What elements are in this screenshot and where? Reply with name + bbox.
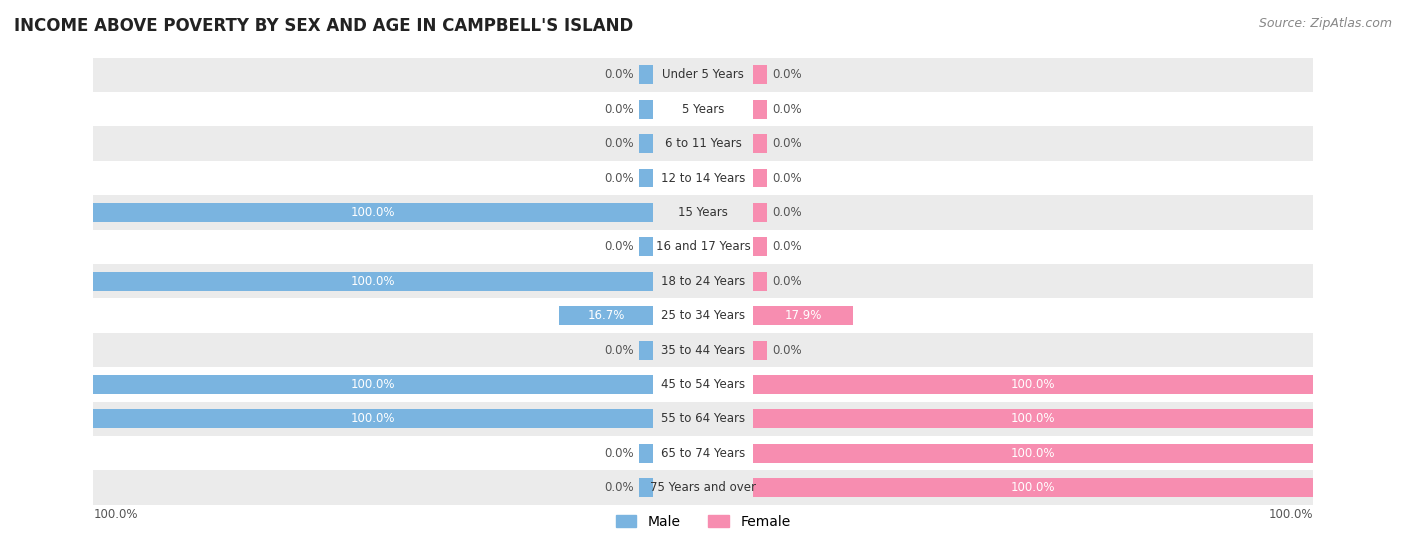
Legend: Male, Female: Male, Female [616,515,790,529]
Bar [93,367,1313,402]
Bar [560,306,652,325]
Bar [638,238,652,256]
Text: 75 Years and over: 75 Years and over [650,481,756,494]
Bar [93,471,1313,505]
Text: 0.0%: 0.0% [772,240,801,253]
Text: 0.0%: 0.0% [605,481,634,494]
Text: 16.7%: 16.7% [588,309,624,322]
Text: Under 5 Years: Under 5 Years [662,68,744,81]
Bar [93,402,1313,436]
Bar [638,169,652,187]
Bar [754,340,768,359]
Text: INCOME ABOVE POVERTY BY SEX AND AGE IN CAMPBELL'S ISLAND: INCOME ABOVE POVERTY BY SEX AND AGE IN C… [14,17,633,35]
Text: 0.0%: 0.0% [772,68,801,81]
Bar [93,264,1313,299]
Bar [754,203,768,222]
Text: 100.0%: 100.0% [1011,447,1056,460]
Bar [754,272,768,291]
Bar [638,65,652,84]
Text: 0.0%: 0.0% [772,274,801,288]
Text: 0.0%: 0.0% [605,447,634,460]
Bar [93,375,652,394]
Text: 0.0%: 0.0% [605,137,634,150]
Bar [754,306,853,325]
Text: 65 to 74 Years: 65 to 74 Years [661,447,745,460]
Bar [93,230,1313,264]
Text: 0.0%: 0.0% [605,103,634,116]
Text: 0.0%: 0.0% [772,137,801,150]
Bar [754,375,1313,394]
Bar [93,272,652,291]
Bar [93,409,652,428]
Text: Source: ZipAtlas.com: Source: ZipAtlas.com [1258,17,1392,30]
Bar [93,126,1313,161]
Bar [638,340,652,359]
Text: 0.0%: 0.0% [772,172,801,184]
Text: 15 Years: 15 Years [678,206,728,219]
Text: 100.0%: 100.0% [93,508,138,520]
Bar [638,479,652,497]
Bar [754,479,1313,497]
Text: 100.0%: 100.0% [350,274,395,288]
Text: 100.0%: 100.0% [350,206,395,219]
Text: 0.0%: 0.0% [772,206,801,219]
Text: 0.0%: 0.0% [605,240,634,253]
Text: 100.0%: 100.0% [1011,378,1056,391]
Bar [754,169,768,187]
Bar [638,134,652,153]
Text: 0.0%: 0.0% [772,103,801,116]
Bar [93,195,1313,230]
Bar [93,203,652,222]
Text: 6 to 11 Years: 6 to 11 Years [665,137,741,150]
Text: 17.9%: 17.9% [785,309,823,322]
Bar [638,100,652,119]
Text: 18 to 24 Years: 18 to 24 Years [661,274,745,288]
Text: 35 to 44 Years: 35 to 44 Years [661,344,745,357]
Text: 100.0%: 100.0% [350,413,395,425]
Bar [754,409,1313,428]
Bar [754,444,1313,463]
Bar [638,444,652,463]
Text: 5 Years: 5 Years [682,103,724,116]
Bar [93,92,1313,126]
Text: 100.0%: 100.0% [350,378,395,391]
Text: 100.0%: 100.0% [1011,481,1056,494]
Text: 16 and 17 Years: 16 and 17 Years [655,240,751,253]
Bar [93,299,1313,333]
Text: 0.0%: 0.0% [605,68,634,81]
Text: 100.0%: 100.0% [1268,508,1313,520]
Text: 55 to 64 Years: 55 to 64 Years [661,413,745,425]
Bar [754,134,768,153]
Bar [754,238,768,256]
Bar [754,65,768,84]
Text: 45 to 54 Years: 45 to 54 Years [661,378,745,391]
Bar [93,58,1313,92]
Text: 100.0%: 100.0% [1011,413,1056,425]
Bar [754,100,768,119]
Bar [93,436,1313,471]
Bar [93,333,1313,367]
Text: 25 to 34 Years: 25 to 34 Years [661,309,745,322]
Text: 0.0%: 0.0% [772,344,801,357]
Text: 0.0%: 0.0% [605,172,634,184]
Text: 12 to 14 Years: 12 to 14 Years [661,172,745,184]
Text: 0.0%: 0.0% [605,344,634,357]
Bar [93,161,1313,195]
